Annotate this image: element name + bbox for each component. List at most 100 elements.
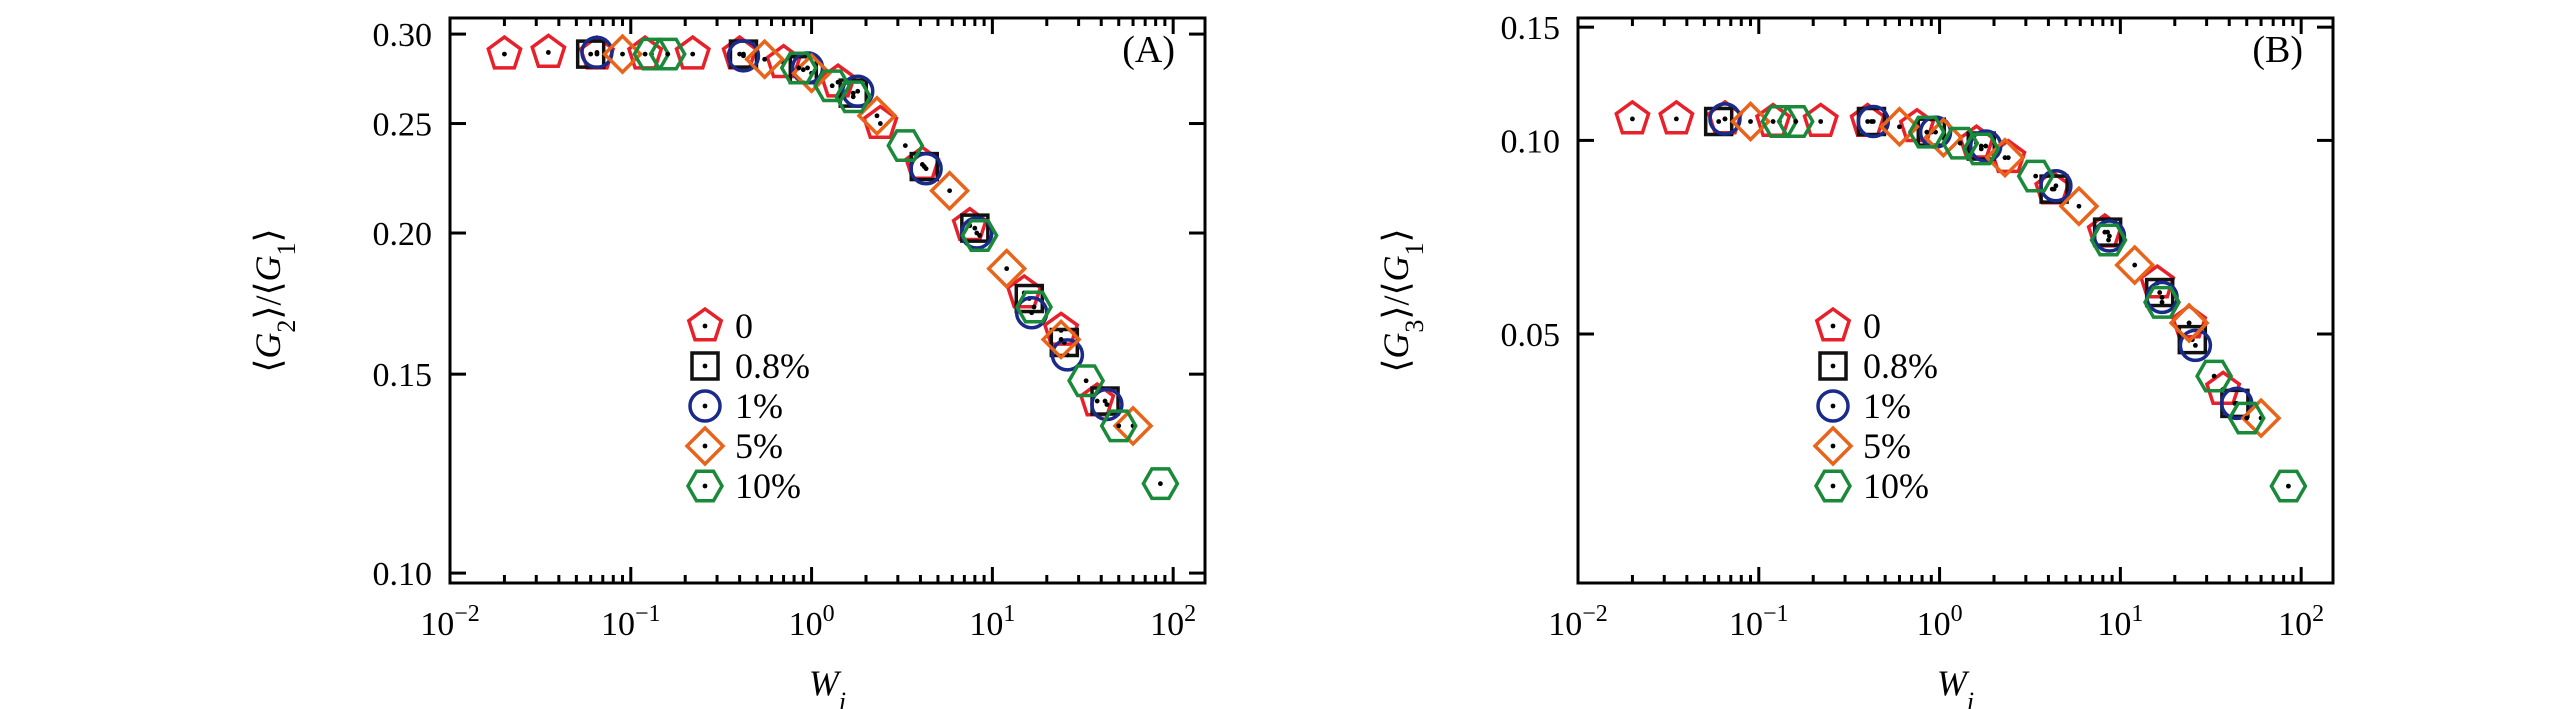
data-point-center-hexagon-6: [2106, 237, 2111, 243]
data-point-center-legend-pentagon: [702, 323, 708, 329]
data-point-diamond-6: [2168, 302, 2210, 344]
data-point-circle-3: [840, 74, 875, 109]
data-point-circle-4: [909, 151, 943, 186]
data-point-center-hexagon-1: [1793, 119, 1799, 124]
data-point-center-hexagon-8: [2211, 373, 2217, 379]
data-point-pentagon-12: [1042, 311, 1080, 346]
data-point-square-6: [1014, 283, 1045, 314]
data-point-center-circle-6: [1029, 310, 1035, 316]
data-point-center-hexagon-3: [1957, 140, 1963, 146]
data-point-center-diamond-5: [2132, 262, 2138, 268]
data-point-center-pentagon-0: [502, 51, 507, 57]
x-tick-label: 10−1: [1729, 601, 1789, 643]
y-tick-label: 0.20: [373, 216, 433, 253]
data-point-diamond-4: [929, 170, 971, 212]
data-point-diamond-5: [986, 248, 1028, 290]
data-point-center-hexagon-9: [1116, 423, 1122, 429]
x-axis: 10−2 10−1 100 101 102: [420, 18, 1196, 643]
data-point-legend-square: [690, 351, 720, 381]
legend-label: 0.8%: [1863, 346, 1938, 386]
data-point-center-circle-0: [594, 50, 600, 55]
data-point-center-hexagon-4: [1978, 146, 1984, 152]
data-point-hexagon-10: [2269, 469, 2308, 503]
x-tick-label: 100: [789, 601, 835, 643]
data-point-center-diamond-6: [1058, 337, 1064, 342]
x-tick-label: 10−2: [1548, 601, 1608, 643]
data-point-center-legend-diamond: [1830, 443, 1836, 449]
data-point-center-circle-1: [741, 53, 746, 59]
data-point-center-diamond-1: [762, 56, 768, 62]
data-point-hexagon-10: [1141, 467, 1180, 501]
legend: 00.8%1%5%10%: [1812, 306, 1938, 506]
series-diamond: [602, 33, 1154, 447]
data-point-center-circle-3: [1983, 143, 1989, 149]
data-point-circle-4: [2039, 169, 2073, 203]
data-point-center-hexagon-7: [1031, 304, 1037, 310]
y-axis: 0.05 0.10 0.15: [1501, 10, 2333, 354]
data-point-center-hexagon-7: [2159, 299, 2165, 305]
x-tick-label: 102: [1150, 601, 1196, 643]
data-point-center-circle-6: [2159, 294, 2165, 300]
legend-label: 1%: [735, 386, 783, 426]
data-point-center-pentagon-1: [545, 50, 551, 55]
y-tick-label: 0.05: [1501, 317, 1561, 354]
data-point-center-legend-circle: [1830, 403, 1836, 409]
data-point-center-pentagon-4: [690, 51, 696, 57]
data-point-center-pentagon-0: [1630, 116, 1635, 122]
data-point-center-pentagon-8: [2005, 155, 2011, 161]
x-axis-label: Wi: [1937, 663, 1974, 709]
data-point-center-circle-8: [1104, 402, 1110, 407]
x-tick-label: 10−2: [420, 601, 480, 643]
data-point-legend-circle: [1816, 389, 1850, 423]
data-point-center-hexagon-5: [2033, 173, 2039, 179]
data-point-diamond-3: [856, 95, 898, 137]
data-point-center-diamond-4: [947, 188, 953, 194]
data-point-center-pentagon-3: [1770, 119, 1776, 124]
data-point-hexagon-4: [1962, 132, 2001, 166]
data-point-center-diamond-0: [1748, 119, 1753, 124]
data-point-center-diamond-3: [874, 113, 880, 119]
data-point-center-legend-square: [1830, 363, 1836, 369]
x-tick-label: 102: [2278, 601, 2324, 643]
series-square: [1703, 106, 2250, 419]
data-point-diamond-1: [744, 38, 786, 80]
y-tick-label: 0.10: [373, 556, 433, 593]
y-axis: 0.10 0.15 0.20 0.25 0.30: [373, 17, 1205, 593]
data-point-center-circle-4: [923, 166, 929, 172]
data-point-hexagon-5: [886, 129, 925, 163]
data-point-legend-hexagon: [685, 469, 725, 503]
data-point-center-hexagon-3: [829, 83, 835, 89]
data-point-center-diamond-5: [1004, 266, 1010, 272]
data-point-diamond-7: [2240, 397, 2282, 439]
data-point-diamond-4: [2058, 185, 2100, 227]
data-point-hexagon-8: [2195, 359, 2234, 393]
legend: 00.8%1%5%10%: [684, 306, 810, 506]
data-point-pentagon-12: [2170, 303, 2208, 339]
legend-label: 0.8%: [735, 346, 810, 386]
data-point-center-diamond-3: [2002, 155, 2008, 161]
data-point-center-hexagon-2: [796, 65, 802, 71]
data-point-center-circle-3: [855, 88, 861, 94]
data-point-hexagon-5: [2016, 159, 2055, 193]
data-point-legend-pentagon: [1814, 306, 1852, 342]
data-point-diamond-5: [2114, 244, 2156, 286]
data-point-circle-1: [726, 39, 761, 73]
data-point-circle-7: [1050, 338, 1085, 372]
data-point-hexagon-1: [648, 37, 687, 71]
data-point-hexagon-8: [1067, 364, 1106, 398]
data-point-hexagon-3: [813, 69, 852, 103]
data-point-circle-0: [1708, 102, 1742, 136]
plot-frame: [448, 16, 1207, 585]
data-point-center-hexagon-9: [2244, 415, 2250, 421]
legend-label: 0: [1863, 306, 1881, 346]
data-point-pentagon-0: [1614, 99, 1651, 135]
series-hexagon: [632, 37, 1180, 501]
data-point-hexagon-7: [2142, 285, 2182, 319]
data-point-circle-0: [580, 35, 614, 70]
data-point-center-hexagon-6: [977, 233, 983, 238]
data-point-hexagon-4: [834, 80, 873, 114]
data-point-center-hexagon-8: [1083, 378, 1089, 384]
data-point-center-hexagon-5: [902, 143, 908, 149]
legend-label: 1%: [1863, 386, 1911, 426]
panel-b: 10−2 10−1 100 101 102 0.05 0.10 0.15 (B) Wi ⟨G3⟩/⟨…: [1376, 10, 2335, 709]
